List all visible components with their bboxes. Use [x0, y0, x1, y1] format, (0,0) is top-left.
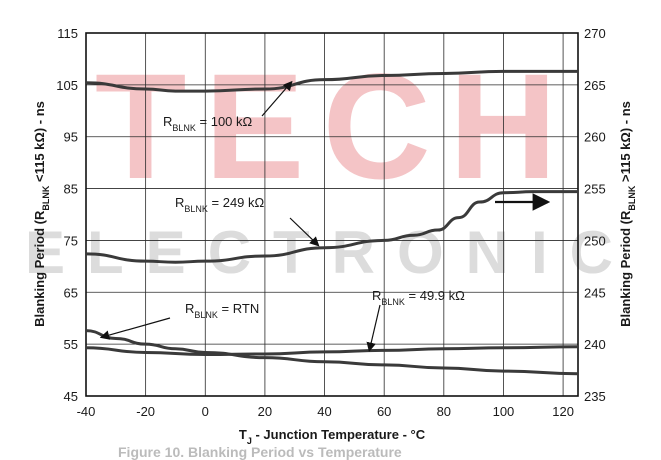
x-tick-label: -40 [77, 404, 96, 419]
y-right-tick-label: 260 [584, 130, 606, 145]
x-axis-title: TJ - Junction Temperature - °C [239, 427, 426, 446]
x-tick-label: 60 [377, 404, 391, 419]
x-tick-label: -20 [136, 404, 155, 419]
x-tick-label: 80 [437, 404, 451, 419]
y-left-axis-title: Blanking Period (RBLNK <115 kΩ) - ns [32, 101, 51, 327]
plot-frame [85, 32, 579, 397]
leader-arrow [261, 80, 293, 117]
y-left-tick-label: 65 [64, 285, 78, 300]
y-right-tick-label: 240 [584, 337, 606, 352]
x-tick-label: 40 [317, 404, 331, 419]
y-right-axis-title: Blanking Period (RBLNK >115 kΩ) - ns [618, 101, 637, 327]
series-lines [85, 69, 579, 376]
y-left-tick-label: 85 [64, 182, 78, 197]
y-left-tick-label: 55 [64, 337, 78, 352]
y-right-tick-label: 235 [584, 389, 606, 404]
y-left-tick-label: 115 [57, 26, 78, 41]
series-line [85, 329, 579, 376]
annotation-label: RBLNK = RTN [185, 301, 259, 320]
annotations: RBLNK = 100 kΩ RBLNK = 249 kΩ RBLNK = RTN R… [99, 80, 551, 353]
y-right-tick-label: 270 [584, 26, 606, 41]
series-line [85, 345, 579, 357]
y-right-tick-label: 245 [584, 285, 606, 300]
series-line [85, 69, 578, 93]
x-tick-label: 0 [202, 404, 209, 419]
tick-labels: -40 -20 0 20 40 60 80 100 120 45 55 65 75 85 95 105 115 2… [56, 26, 605, 419]
grid-lines [85, 32, 579, 397]
annotation-label: RBLNK = 49.9 kΩ [372, 288, 465, 307]
annotation-label: RBLNK = 100 kΩ [163, 114, 253, 133]
x-tick-label: 100 [493, 404, 515, 419]
figure-caption: Figure 10. Blanking Period vs Temperatur… [118, 444, 402, 460]
y-left-tick-label: 95 [64, 130, 78, 145]
x-tick-label: 20 [258, 404, 272, 419]
watermark-line1: TECH [95, 42, 575, 210]
watermark-line2: ELECTRONIC [25, 219, 635, 286]
y-right-tick-label: 265 [584, 78, 606, 93]
y-left-tick-label: 105 [56, 78, 78, 93]
y-right-tick-label: 255 [584, 182, 606, 197]
y-left-tick-label: 75 [64, 233, 78, 248]
leader-arrow [366, 304, 381, 353]
leader-arrow [289, 217, 320, 247]
y-left-tick-label: 45 [64, 389, 78, 404]
series-line [85, 190, 578, 264]
y-right-tick-label: 250 [584, 233, 606, 248]
watermark: TECH ELECTRONIC [25, 42, 635, 286]
annotation-label: RBLNK = 249 kΩ [175, 195, 265, 214]
axis-titles: TJ - Junction Temperature - °C Blanking P… [32, 101, 637, 446]
x-tick-label: 120 [552, 404, 574, 419]
leader-arrow [99, 317, 171, 340]
